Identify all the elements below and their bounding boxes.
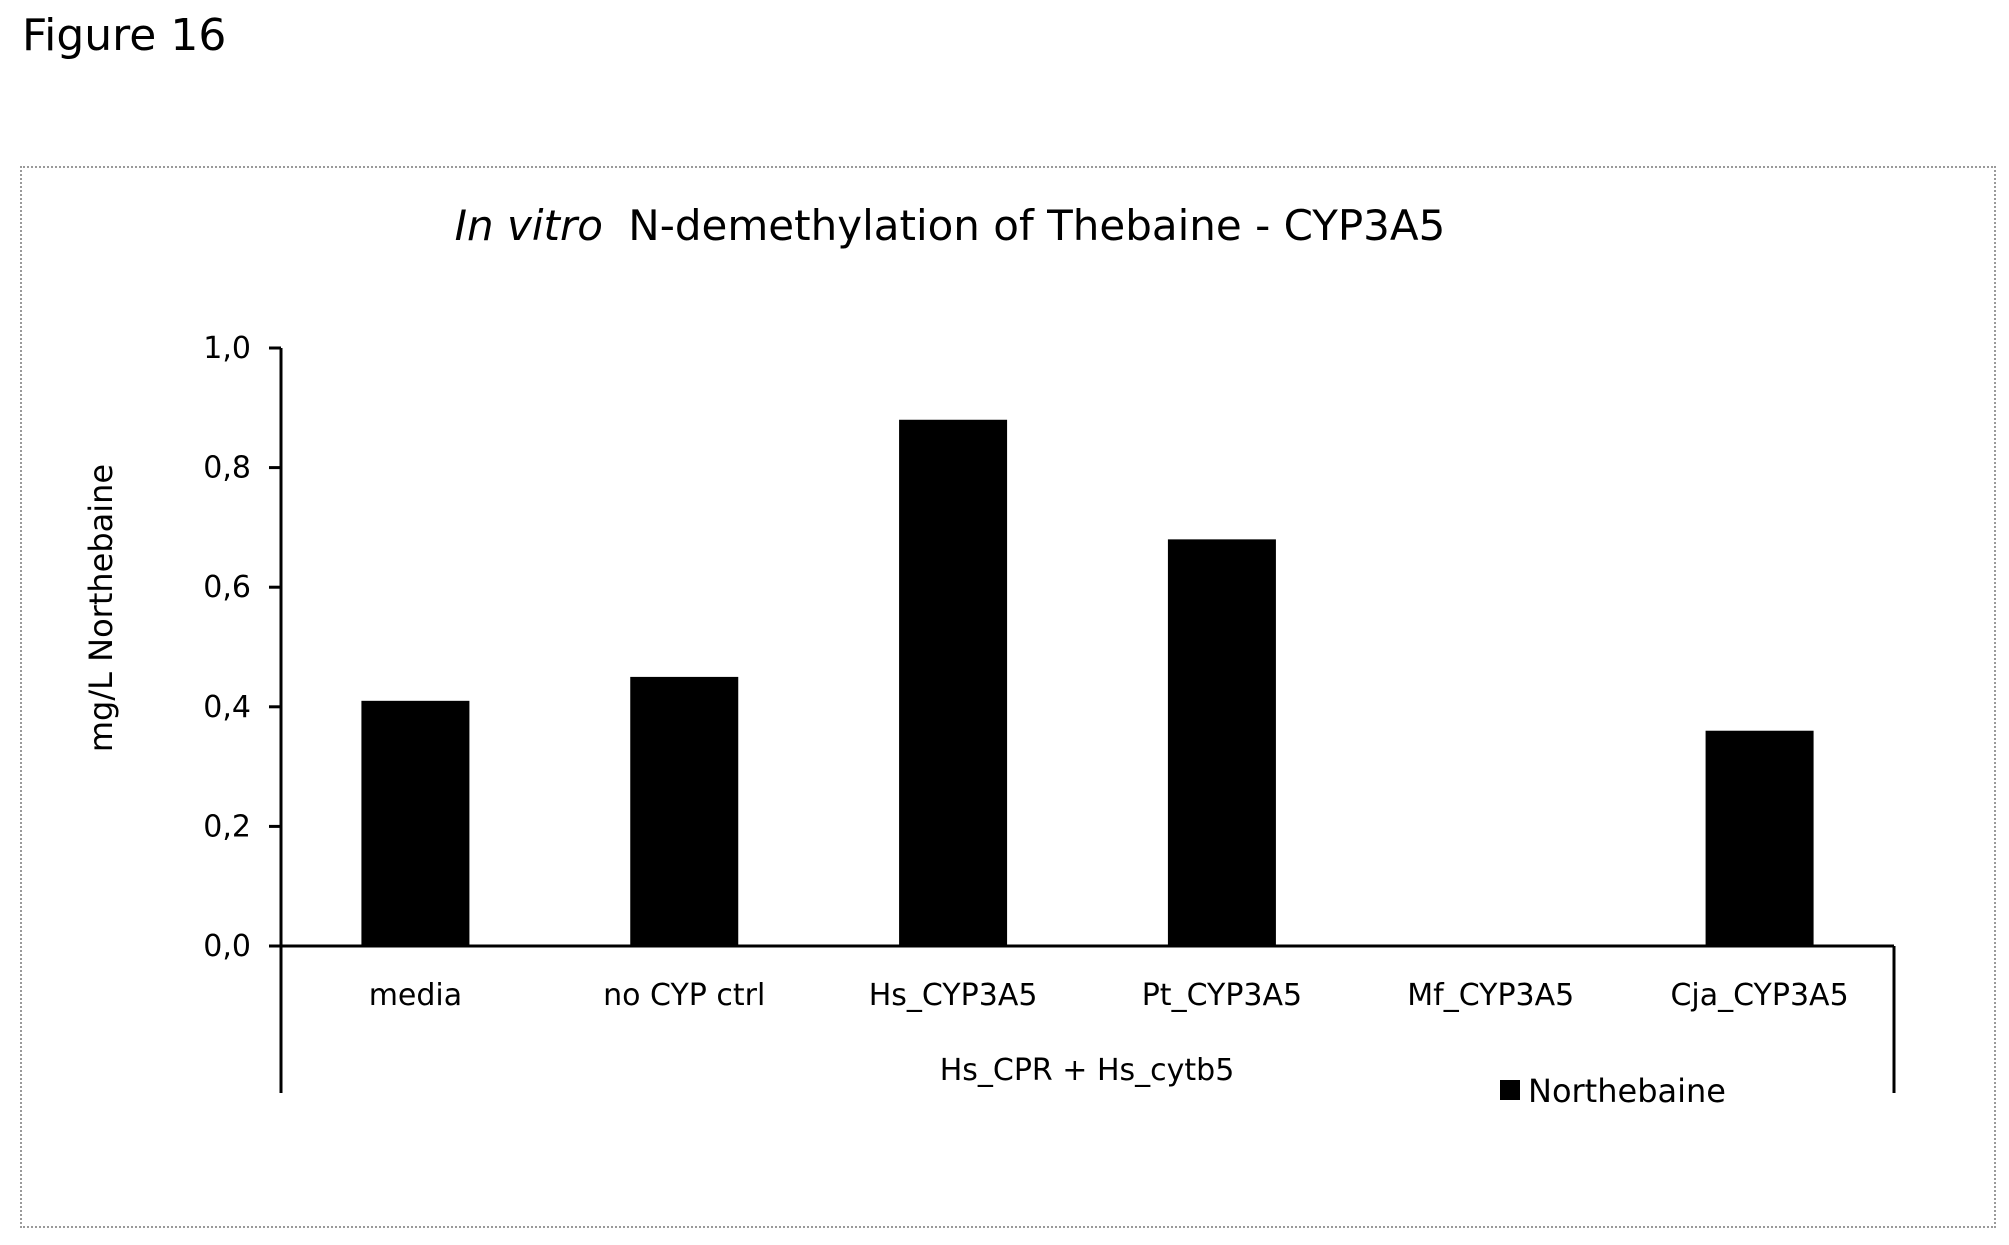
legend: Northebaine: [1500, 1072, 1726, 1110]
group-label: Hs_CPR + Hs_cytb5: [940, 1053, 1235, 1088]
x-category-label: Hs_CYP3A5: [869, 978, 1038, 1013]
chart-title-rest: N-demethylation of Thebaine - CYP3A5: [628, 201, 1445, 250]
y-tick-label: 0,2: [203, 809, 251, 844]
chart-frame: [20, 166, 1996, 1228]
bar-5: [1705, 730, 1814, 946]
x-category-label: no CYP ctrl: [603, 978, 765, 1013]
y-tick-label: 1,0: [203, 331, 251, 366]
y-ticks: 0,0 0,2 0,4 0,6 0,8 1,0: [203, 331, 281, 964]
figure-label: Figure 16: [22, 10, 227, 61]
legend-label: Northebaine: [1528, 1072, 1726, 1110]
x-category-label: Pt_CYP3A5: [1142, 978, 1302, 1013]
y-tick-label: 0,0: [203, 929, 251, 964]
bar-1: [630, 676, 739, 946]
x-category-label: Cja_CYP3A5: [1670, 978, 1848, 1013]
x-category-label: media: [369, 978, 462, 1013]
y-axis-label: mg/L Northebaine: [82, 464, 120, 752]
legend-swatch: [1500, 1080, 1520, 1100]
bar-2: [899, 419, 1008, 946]
bars: [361, 419, 1814, 946]
chart-title: In vitro N-demethylation of Thebaine - C…: [455, 201, 1446, 250]
bar-3: [1167, 539, 1276, 946]
chart-title-italic: In vitro: [455, 201, 603, 250]
category-labels: media no CYP ctrl Hs_CYP3A5 Pt_CYP3A5 Mf_CYP…: [369, 978, 1849, 1013]
y-tick-label: 0,8: [203, 451, 251, 486]
x-category-label: Mf_CYP3A5: [1407, 978, 1574, 1013]
y-tick-label: 0,4: [203, 690, 251, 725]
bar-0: [361, 700, 470, 946]
y-tick-label: 0,6: [203, 570, 251, 605]
